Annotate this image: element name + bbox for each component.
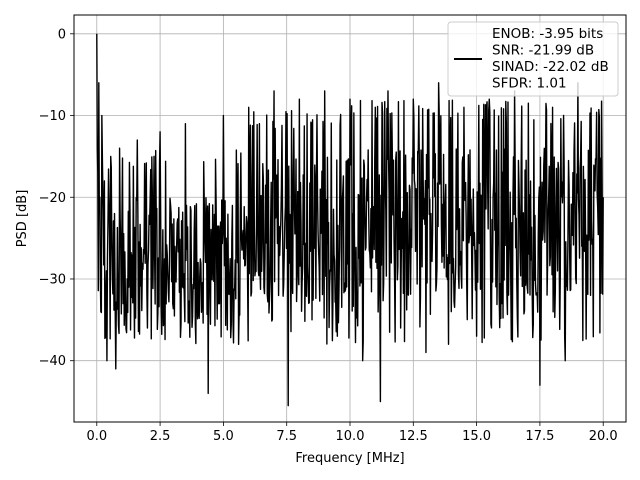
x-tick-label-5: 12.5 (399, 429, 428, 444)
y-tick-label-4: −40 (39, 354, 66, 369)
series-layer (96, 33, 604, 407)
legend-entry-snr: SNR: -21.99 dB (492, 43, 594, 59)
x-tick-label-3: 7.5 (276, 429, 297, 444)
x-axis-label: Frequency [MHz] (295, 451, 404, 466)
y-axis-label: PSD [dB] (15, 190, 30, 248)
x-tick-label-8: 20.0 (589, 429, 618, 444)
x-tick-label-6: 15.0 (462, 429, 491, 444)
legend: ENOB: -3.95 bits SNR: -21.99 dB SINAD: -… (447, 21, 619, 97)
y-tick-label-2: −20 (39, 191, 66, 206)
x-tick-label-4: 10.0 (336, 429, 365, 444)
legend-entry-sinad: SINAD: -22.02 dB (492, 59, 609, 75)
y-tick-label-0: 0 (58, 27, 66, 42)
x-tick-label-7: 17.5 (525, 429, 554, 444)
series-line-0 (96, 33, 604, 407)
x-tick-label-1: 2.5 (150, 429, 171, 444)
x-tick-label-0: 0.0 (86, 429, 107, 444)
legend-entry-enob: ENOB: -3.95 bits (492, 26, 603, 42)
legend-box (447, 21, 619, 97)
x-tick-label-2: 5.0 (213, 429, 234, 444)
legend-entry-sfdr: SFDR: 1.01 (492, 76, 567, 92)
axis-ticks: 0.0 2.5 5.0 7.5 10.0 12.5 15.0 17.5 20.0 0 −10 −20 −… (39, 27, 618, 444)
y-tick-label-3: −30 (39, 272, 66, 287)
y-tick-label-1: −10 (39, 109, 66, 124)
